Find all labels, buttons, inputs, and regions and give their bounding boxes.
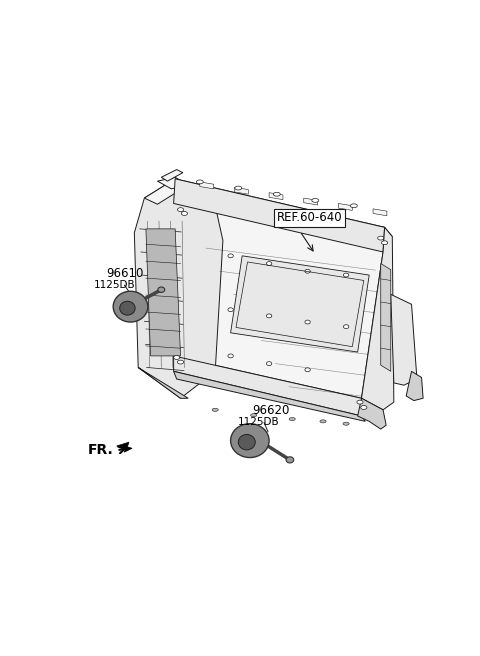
Ellipse shape	[266, 361, 272, 365]
Polygon shape	[174, 179, 384, 252]
Polygon shape	[304, 198, 318, 205]
Ellipse shape	[181, 211, 188, 215]
Polygon shape	[134, 179, 223, 398]
Polygon shape	[174, 371, 365, 421]
Text: 1125DB: 1125DB	[94, 280, 135, 290]
Polygon shape	[200, 182, 214, 189]
Text: REF.60-640: REF.60-640	[277, 211, 342, 224]
Text: FR.: FR.	[88, 443, 114, 457]
Polygon shape	[234, 188, 248, 194]
Ellipse shape	[120, 301, 135, 315]
Ellipse shape	[343, 273, 349, 277]
Ellipse shape	[320, 420, 326, 423]
Ellipse shape	[266, 262, 272, 266]
Polygon shape	[230, 256, 369, 352]
Ellipse shape	[312, 199, 319, 202]
Ellipse shape	[228, 354, 233, 358]
Polygon shape	[269, 193, 283, 199]
Polygon shape	[157, 177, 188, 189]
Ellipse shape	[113, 291, 148, 322]
Ellipse shape	[251, 414, 257, 417]
Ellipse shape	[266, 314, 272, 318]
Ellipse shape	[158, 287, 165, 293]
Polygon shape	[138, 367, 188, 398]
Polygon shape	[175, 179, 392, 237]
Ellipse shape	[212, 408, 218, 411]
Ellipse shape	[382, 241, 388, 245]
Ellipse shape	[350, 204, 357, 208]
Polygon shape	[358, 398, 386, 429]
Polygon shape	[338, 203, 352, 211]
Ellipse shape	[228, 308, 233, 312]
Polygon shape	[391, 295, 417, 385]
Polygon shape	[174, 356, 361, 416]
Ellipse shape	[305, 368, 310, 372]
Ellipse shape	[357, 400, 363, 404]
Ellipse shape	[343, 325, 349, 329]
Ellipse shape	[196, 180, 203, 184]
Polygon shape	[361, 228, 394, 410]
Polygon shape	[117, 442, 132, 452]
Ellipse shape	[178, 208, 184, 211]
Polygon shape	[146, 229, 180, 356]
Ellipse shape	[305, 270, 310, 273]
Polygon shape	[373, 209, 387, 216]
Polygon shape	[161, 170, 183, 181]
Polygon shape	[406, 371, 423, 401]
Ellipse shape	[235, 186, 242, 190]
Ellipse shape	[305, 320, 310, 324]
Ellipse shape	[238, 434, 255, 450]
Ellipse shape	[174, 356, 180, 359]
Polygon shape	[144, 179, 188, 204]
Polygon shape	[174, 206, 384, 398]
Ellipse shape	[273, 192, 280, 196]
Ellipse shape	[286, 457, 294, 463]
Ellipse shape	[289, 417, 295, 420]
Ellipse shape	[178, 360, 184, 364]
Ellipse shape	[361, 405, 367, 409]
Ellipse shape	[343, 422, 349, 425]
Text: 1125DB: 1125DB	[238, 417, 280, 427]
Ellipse shape	[378, 236, 384, 240]
Ellipse shape	[228, 254, 233, 258]
Ellipse shape	[230, 424, 269, 458]
Text: 96620: 96620	[252, 405, 289, 417]
Text: 96610: 96610	[106, 268, 143, 280]
Polygon shape	[381, 264, 391, 371]
